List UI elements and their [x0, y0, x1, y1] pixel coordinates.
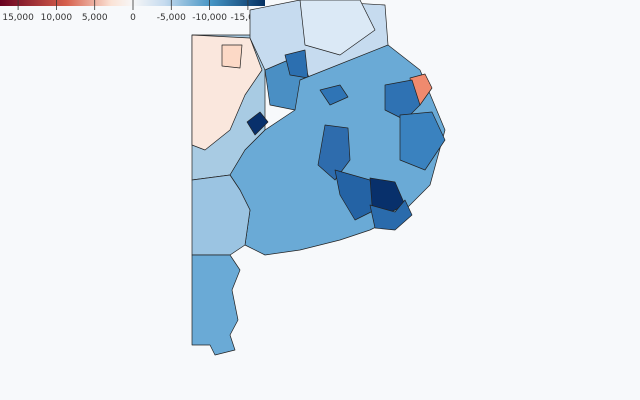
region	[191, 254, 241, 356]
region	[369, 199, 413, 231]
choropleth-map	[191, 0, 446, 356]
region	[191, 34, 263, 151]
legend-tick-label: 5,000	[82, 13, 108, 23]
region	[317, 124, 351, 181]
region	[369, 177, 406, 216]
region	[319, 84, 349, 106]
region	[221, 44, 243, 69]
region	[246, 111, 269, 136]
legend-tick-label: -10,000	[192, 13, 227, 23]
region	[399, 111, 446, 171]
legend-tick-label: 15,000	[2, 13, 34, 23]
legend-tick-label: 0	[130, 13, 136, 23]
region	[384, 79, 421, 121]
color-legend: 15,000 10,000 5,000 0 -5,000 -10,000 -15,000	[0, 0, 266, 23]
legend-tick-label: 10,000	[41, 13, 73, 23]
legend-tick-label: -5,000	[157, 13, 186, 23]
color-bar	[0, 0, 265, 6]
legend-tick-label: -15,000	[231, 13, 266, 23]
region	[299, 0, 376, 56]
region	[334, 169, 376, 221]
